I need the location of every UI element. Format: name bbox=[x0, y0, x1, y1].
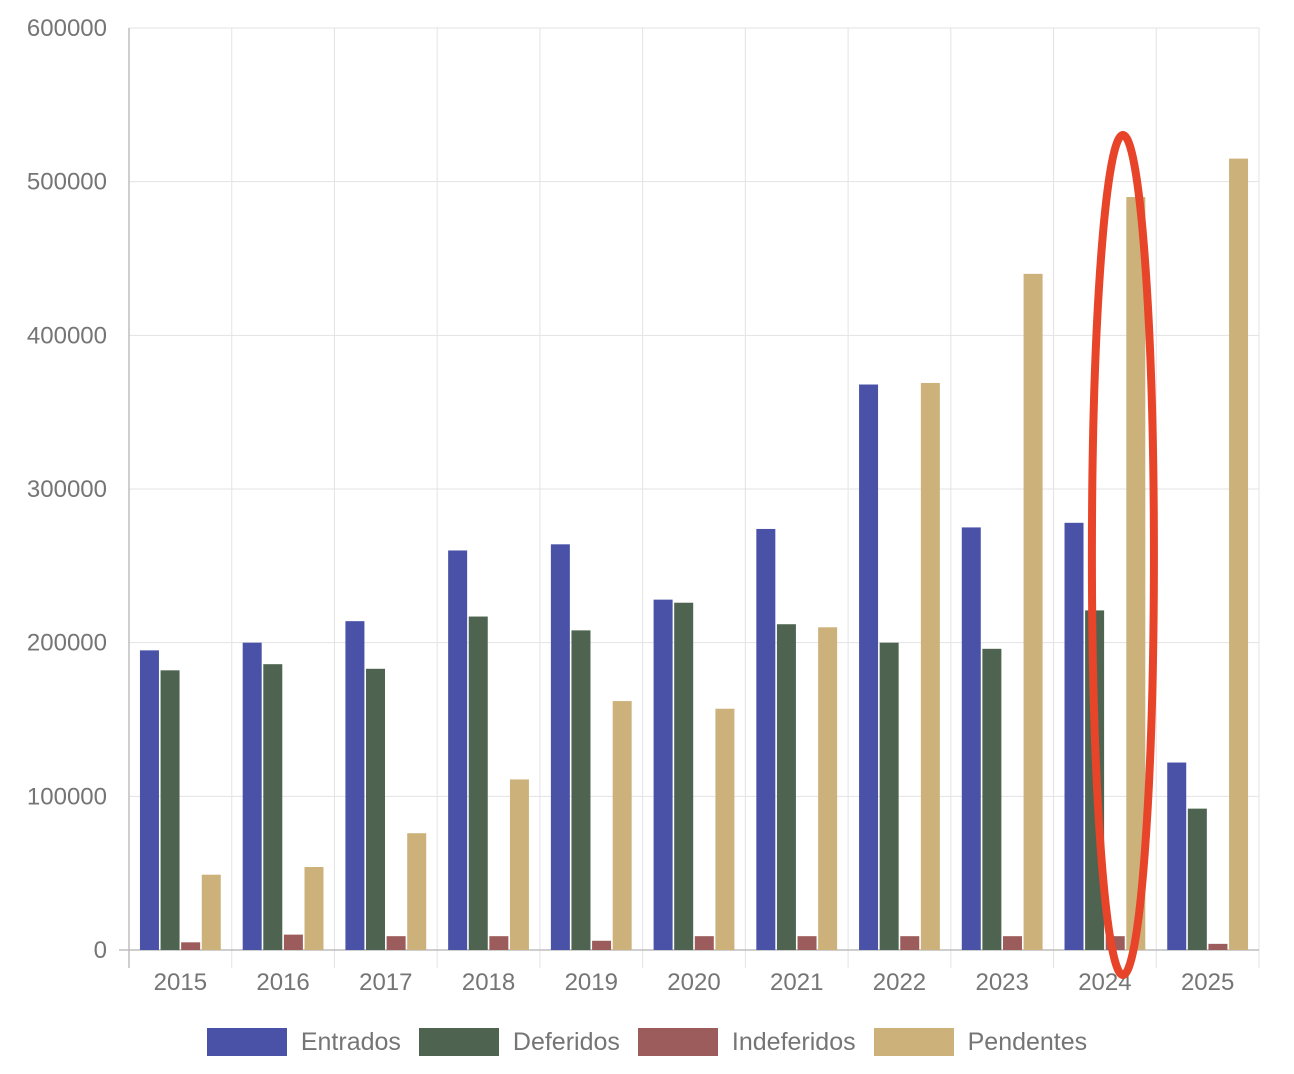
bar-entrados-2015 bbox=[139, 650, 159, 950]
annotation-layer bbox=[1087, 131, 1158, 979]
x-tick-label: 2018 bbox=[462, 969, 515, 996]
bar-pendentes-2025 bbox=[1229, 158, 1249, 950]
x-tick-label: 2017 bbox=[359, 969, 412, 996]
bar-entrados-2020 bbox=[653, 599, 673, 950]
bar-chart: 0 100000 200000 300000 400000 500000 600000 201… bbox=[27, 15, 1260, 996]
bar-deferidos-2017 bbox=[366, 668, 386, 950]
bar-indeferidos-2020 bbox=[694, 936, 714, 950]
x-tick-label: 2022 bbox=[873, 969, 926, 996]
bar-entrados-2022 bbox=[859, 384, 879, 950]
bar-indeferidos-2017 bbox=[386, 936, 406, 950]
x-tick-label: 2016 bbox=[256, 969, 309, 996]
bar-entrados-2021 bbox=[756, 528, 776, 950]
legend-swatch-entrados bbox=[206, 1028, 287, 1056]
bar-deferidos-2020 bbox=[674, 602, 694, 950]
bar-deferidos-2022 bbox=[879, 642, 899, 950]
legend-label-pendentes: Pendentes bbox=[967, 1027, 1088, 1056]
legend-label-indeferidos: Indeferidos bbox=[731, 1027, 856, 1056]
grid-lines bbox=[128, 27, 1260, 968]
bar-deferidos-2018 bbox=[468, 616, 488, 950]
legend: Entrados Deferidos Indeferidos Pendentes bbox=[0, 1022, 1294, 1062]
bar-pendentes-2024 bbox=[1126, 197, 1146, 951]
bar-pendentes-2017 bbox=[407, 833, 427, 950]
legend-item-entrados[interactable]: Entrados bbox=[206, 1027, 401, 1057]
y-tick-label: 100000 bbox=[27, 783, 107, 810]
y-tick-label: 500000 bbox=[27, 169, 107, 196]
x-tick-label: 2023 bbox=[975, 969, 1028, 996]
bar-pendentes-2022 bbox=[920, 382, 940, 951]
legend-swatch-deferidos bbox=[418, 1028, 499, 1056]
bar-indeferidos-2022 bbox=[900, 936, 920, 950]
bar-indeferidos-2025 bbox=[1208, 943, 1228, 950]
legend-item-pendentes[interactable]: Pendentes bbox=[873, 1027, 1088, 1057]
legend-item-deferidos[interactable]: Deferidos bbox=[418, 1027, 620, 1057]
legend-swatch-pendentes bbox=[873, 1028, 954, 1056]
legend-label-entrados: Entrados bbox=[300, 1027, 401, 1056]
bar-deferidos-2016 bbox=[263, 664, 283, 950]
bar-indeferidos-2023 bbox=[1002, 936, 1022, 950]
bar-entrados-2017 bbox=[345, 621, 365, 950]
bar-indeferidos-2015 bbox=[181, 942, 201, 950]
bar-pendentes-2023 bbox=[1023, 273, 1043, 950]
bar-indeferidos-2019 bbox=[592, 940, 612, 950]
bar-deferidos-2021 bbox=[776, 624, 796, 950]
legend-swatch-indeferidos bbox=[637, 1028, 718, 1056]
y-tick-label: 400000 bbox=[27, 322, 107, 349]
bar-deferidos-2019 bbox=[571, 630, 591, 950]
y-tick-label: 0 bbox=[94, 937, 107, 964]
x-tick-label: 2020 bbox=[667, 969, 720, 996]
bar-entrados-2019 bbox=[550, 544, 570, 950]
bar-pendentes-2019 bbox=[612, 701, 632, 950]
bar-indeferidos-2018 bbox=[489, 936, 509, 950]
bar-entrados-2023 bbox=[961, 527, 981, 950]
bar-pendentes-2018 bbox=[509, 779, 529, 950]
y-tick-label: 300000 bbox=[27, 476, 107, 503]
x-tick-label: 2019 bbox=[565, 969, 618, 996]
bar-pendentes-2015 bbox=[201, 874, 221, 950]
bar-entrados-2024 bbox=[1064, 522, 1084, 950]
bar-deferidos-2023 bbox=[982, 648, 1002, 950]
x-tick-label: 2015 bbox=[154, 969, 207, 996]
legend-item-indeferidos[interactable]: Indeferidos bbox=[637, 1027, 856, 1057]
tick-labels: 0 100000 200000 300000 400000 500000 600000 201… bbox=[27, 15, 1234, 996]
legend-label-deferidos: Deferidos bbox=[512, 1027, 620, 1056]
x-tick-label: 2025 bbox=[1181, 969, 1234, 996]
bar-deferidos-2025 bbox=[1187, 808, 1207, 950]
bar-entrados-2018 bbox=[448, 550, 468, 950]
highlight-ellipse bbox=[1087, 131, 1158, 979]
x-tick-label: 2021 bbox=[770, 969, 823, 996]
bar-pendentes-2020 bbox=[715, 708, 735, 950]
bars bbox=[139, 158, 1249, 951]
bar-deferidos-2015 bbox=[160, 670, 180, 950]
y-tick-label: 200000 bbox=[27, 630, 107, 657]
bar-entrados-2025 bbox=[1167, 762, 1187, 950]
bar-indeferidos-2016 bbox=[283, 934, 303, 950]
bar-pendentes-2016 bbox=[304, 867, 324, 950]
bar-entrados-2016 bbox=[242, 642, 262, 950]
y-tick-label: 600000 bbox=[27, 15, 107, 42]
bar-pendentes-2021 bbox=[818, 627, 838, 950]
bar-indeferidos-2021 bbox=[797, 936, 817, 950]
